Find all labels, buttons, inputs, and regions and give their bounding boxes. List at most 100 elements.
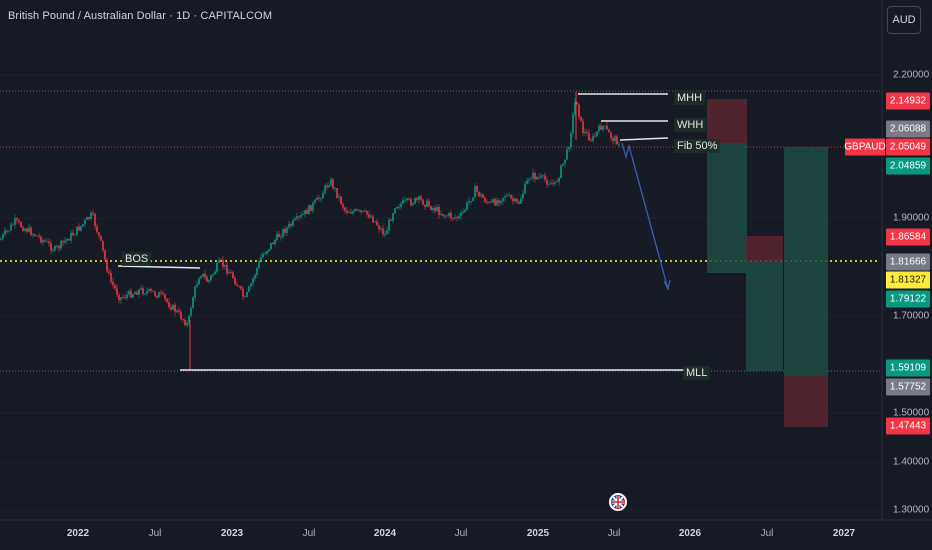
candle-body (398, 206, 400, 208)
candle-body (502, 197, 504, 201)
candle-body (210, 275, 212, 281)
candle-body (584, 131, 586, 134)
short-target-zone-1[interactable] (707, 143, 747, 273)
candle-body (126, 294, 128, 299)
candle-body (40, 236, 42, 243)
short-stop-zone-1[interactable] (707, 99, 747, 143)
candle-body (434, 207, 436, 212)
candle-body (610, 132, 612, 139)
candle-body (288, 223, 290, 228)
candle-body (286, 227, 288, 233)
short-target-zone-2[interactable] (746, 261, 783, 371)
candle-body (438, 206, 440, 215)
long-target-zone[interactable] (784, 147, 828, 376)
candle-body (324, 185, 326, 193)
candle-body (238, 286, 240, 287)
mhh-label[interactable]: MHH (674, 91, 706, 105)
candle-body (484, 197, 486, 203)
candle-body (588, 133, 590, 141)
candle-body (202, 273, 204, 277)
projection-arrow[interactable] (621, 142, 671, 291)
candle-body (544, 175, 546, 180)
candle-body (16, 218, 18, 221)
candle-body (388, 219, 390, 231)
candle-body (34, 234, 36, 237)
candle-body (204, 273, 206, 278)
candle-body (464, 209, 466, 212)
date-tick: 2027 (832, 528, 856, 539)
candle-body (292, 220, 294, 226)
candle-body (146, 291, 148, 294)
fib-line[interactable] (619, 137, 669, 141)
short-stop-zone-2[interactable] (746, 236, 783, 261)
candle-body (458, 216, 460, 218)
uk-flag-event-icon[interactable] (609, 493, 627, 511)
candle-body (476, 186, 478, 192)
candle-body (472, 197, 474, 201)
candle-body (2, 234, 4, 239)
candle-body (330, 179, 332, 186)
candle-body (8, 230, 10, 232)
candle-body (392, 213, 394, 221)
candle-body (54, 246, 56, 251)
candle-body (402, 200, 404, 204)
price-tag: 1.86584 (886, 228, 930, 246)
price-tick: 1.50000 (893, 407, 930, 419)
bos-label[interactable]: BOS (122, 252, 152, 266)
candle-body (268, 249, 270, 252)
candle-body (608, 129, 610, 133)
price-tag: 2.14932 (886, 92, 930, 110)
candle-body (604, 125, 606, 127)
candle-body (386, 230, 388, 235)
candle-body (178, 310, 180, 312)
candle-body (24, 228, 26, 232)
currency-button[interactable]: AUD (887, 6, 921, 34)
candle-body (250, 283, 252, 287)
candle-body (150, 288, 152, 291)
whh-label[interactable]: WHH (674, 118, 707, 132)
candle-body (224, 264, 226, 267)
candle-body (186, 322, 188, 326)
price-tag: 1.81666 (886, 253, 930, 271)
candle-body (66, 238, 68, 241)
candle-body (252, 278, 254, 284)
mll-label[interactable]: MLL (683, 366, 711, 380)
candle-body (36, 235, 38, 237)
date-tick: 2026 (678, 528, 702, 539)
candle-body (378, 225, 380, 230)
candle-body (98, 232, 100, 236)
date-tick: Jul (607, 528, 621, 539)
candle-body (254, 274, 256, 279)
candle-body (308, 205, 310, 214)
candle-body (416, 197, 418, 200)
bos-line[interactable] (117, 265, 201, 269)
candle-body (408, 198, 410, 200)
candle-body (306, 210, 308, 214)
price-tick: 1.70000 (893, 310, 930, 322)
candle-body (338, 196, 340, 198)
price-tag: 2.04859 (886, 157, 930, 175)
candle-body (590, 140, 592, 142)
candle-body (184, 319, 186, 326)
long-stop-zone[interactable] (784, 376, 828, 427)
candle-body (576, 102, 578, 105)
candle-body (406, 198, 408, 201)
candle-body (512, 198, 514, 202)
candle-body (304, 210, 306, 215)
chart-title: British Pound / Australian Dollar · 1D ·… (8, 10, 273, 22)
candle-body (266, 251, 268, 254)
fib-label[interactable]: Fib 50% (674, 139, 721, 153)
candle-body (188, 315, 190, 323)
candle-body (612, 138, 614, 141)
candle-body (56, 245, 58, 247)
candle-body (578, 104, 580, 117)
candle-body (240, 286, 242, 289)
candle-body (122, 297, 124, 298)
candle-body (382, 228, 384, 235)
candle-body (182, 319, 184, 321)
candle-body (352, 211, 354, 214)
candle-body (594, 135, 596, 137)
price-tag: 1.59109 (886, 359, 930, 377)
candle-body (582, 121, 584, 134)
